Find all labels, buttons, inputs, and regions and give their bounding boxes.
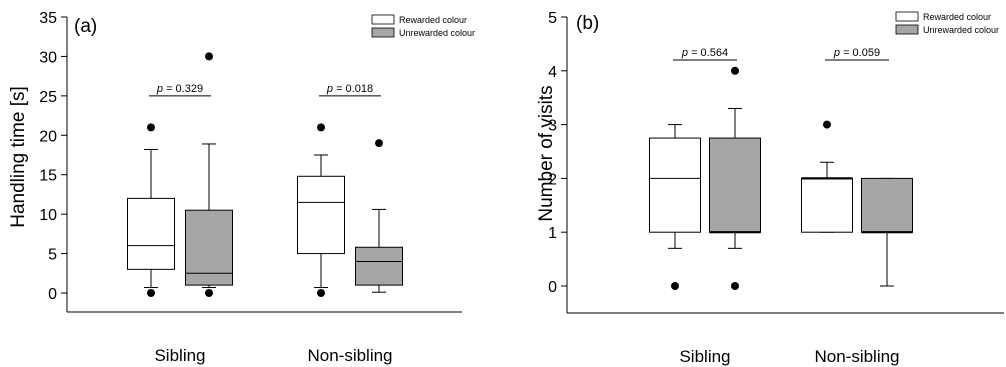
box (297, 175, 345, 255)
box-plot (861, 177, 913, 287)
legend-label: Unrewarded colour (923, 25, 999, 35)
category-label: Sibling (154, 346, 205, 365)
p-value-label: p = 0.329 (156, 83, 203, 95)
legend-swatch (371, 14, 395, 25)
box (861, 177, 913, 233)
outlier-point (147, 289, 155, 297)
box-plot (709, 66, 761, 290)
y-tick-label: 30 (39, 49, 57, 66)
y-tick-label: 1 (548, 225, 557, 242)
legend-swatch (895, 24, 919, 35)
y-tick-label: 3 (548, 118, 557, 135)
p-value-label: p = 0.059 (833, 47, 880, 59)
outlier-point (731, 282, 739, 290)
category-label: Non-sibling (307, 346, 392, 365)
box-plot (649, 124, 701, 290)
box-plot (297, 123, 345, 297)
outlier-point (375, 139, 383, 148)
box-plot (185, 52, 233, 297)
legend-label: Rewarded colour (923, 12, 991, 22)
y-axis-label: Handling time [s] (8, 86, 29, 228)
box-plot (801, 120, 853, 233)
y-axis-label: Number of visits (536, 85, 557, 221)
y-tick-label: 5 (548, 10, 557, 27)
outlier-point (317, 123, 325, 132)
legend-swatch (895, 11, 919, 22)
box (185, 209, 233, 286)
y-tick-label: 35 (39, 10, 57, 27)
legend: Rewarded colour Unrewarded colour (371, 14, 475, 38)
box-plot (355, 139, 403, 293)
y-tick-label: 20 (39, 128, 57, 145)
outlier-point (671, 282, 679, 290)
box (127, 197, 175, 270)
legend: Rewarded colour Unrewarded colour (895, 11, 999, 35)
legend-swatch (371, 27, 395, 38)
y-tick-label: 25 (39, 89, 57, 106)
outlier-point (823, 120, 831, 129)
y-tick-label: 0 (48, 286, 57, 303)
panel-label: (b) (576, 13, 599, 34)
panel-label: (a) (74, 16, 97, 37)
p-value-label: p = 0.018 (326, 83, 373, 95)
category-label: Sibling (679, 347, 730, 366)
y-tick-label: 10 (39, 207, 57, 224)
y-tick-label: 2 (548, 171, 557, 188)
p-value-label: p = 0.564 (681, 47, 728, 59)
y-tick-label: 4 (548, 64, 557, 81)
outlier-point (147, 123, 155, 132)
legend-label: Unrewarded colour (399, 28, 475, 38)
outlier-point (205, 52, 213, 61)
box-plot (127, 123, 175, 297)
chart-panel-2: 0 1 2 3 4 5 Number of visits (b) Sibling Non-sibl… (536, 10, 1004, 366)
box (355, 246, 403, 286)
outlier-point (205, 289, 213, 297)
box (709, 137, 761, 233)
y-tick-label: 5 (48, 247, 57, 264)
box (649, 137, 701, 233)
legend-label: Rewarded colour (399, 15, 467, 25)
outlier-point (317, 289, 325, 297)
y-tick-label: 15 (39, 168, 57, 185)
box (801, 177, 853, 233)
category-label: Non-sibling (814, 347, 899, 366)
y-tick-label: 0 (548, 279, 557, 296)
chart-panel-1: 0 5 10 15 20 25 30 35 Handling time [s] (a) Siblin… (8, 10, 475, 365)
outlier-point (731, 66, 739, 75)
